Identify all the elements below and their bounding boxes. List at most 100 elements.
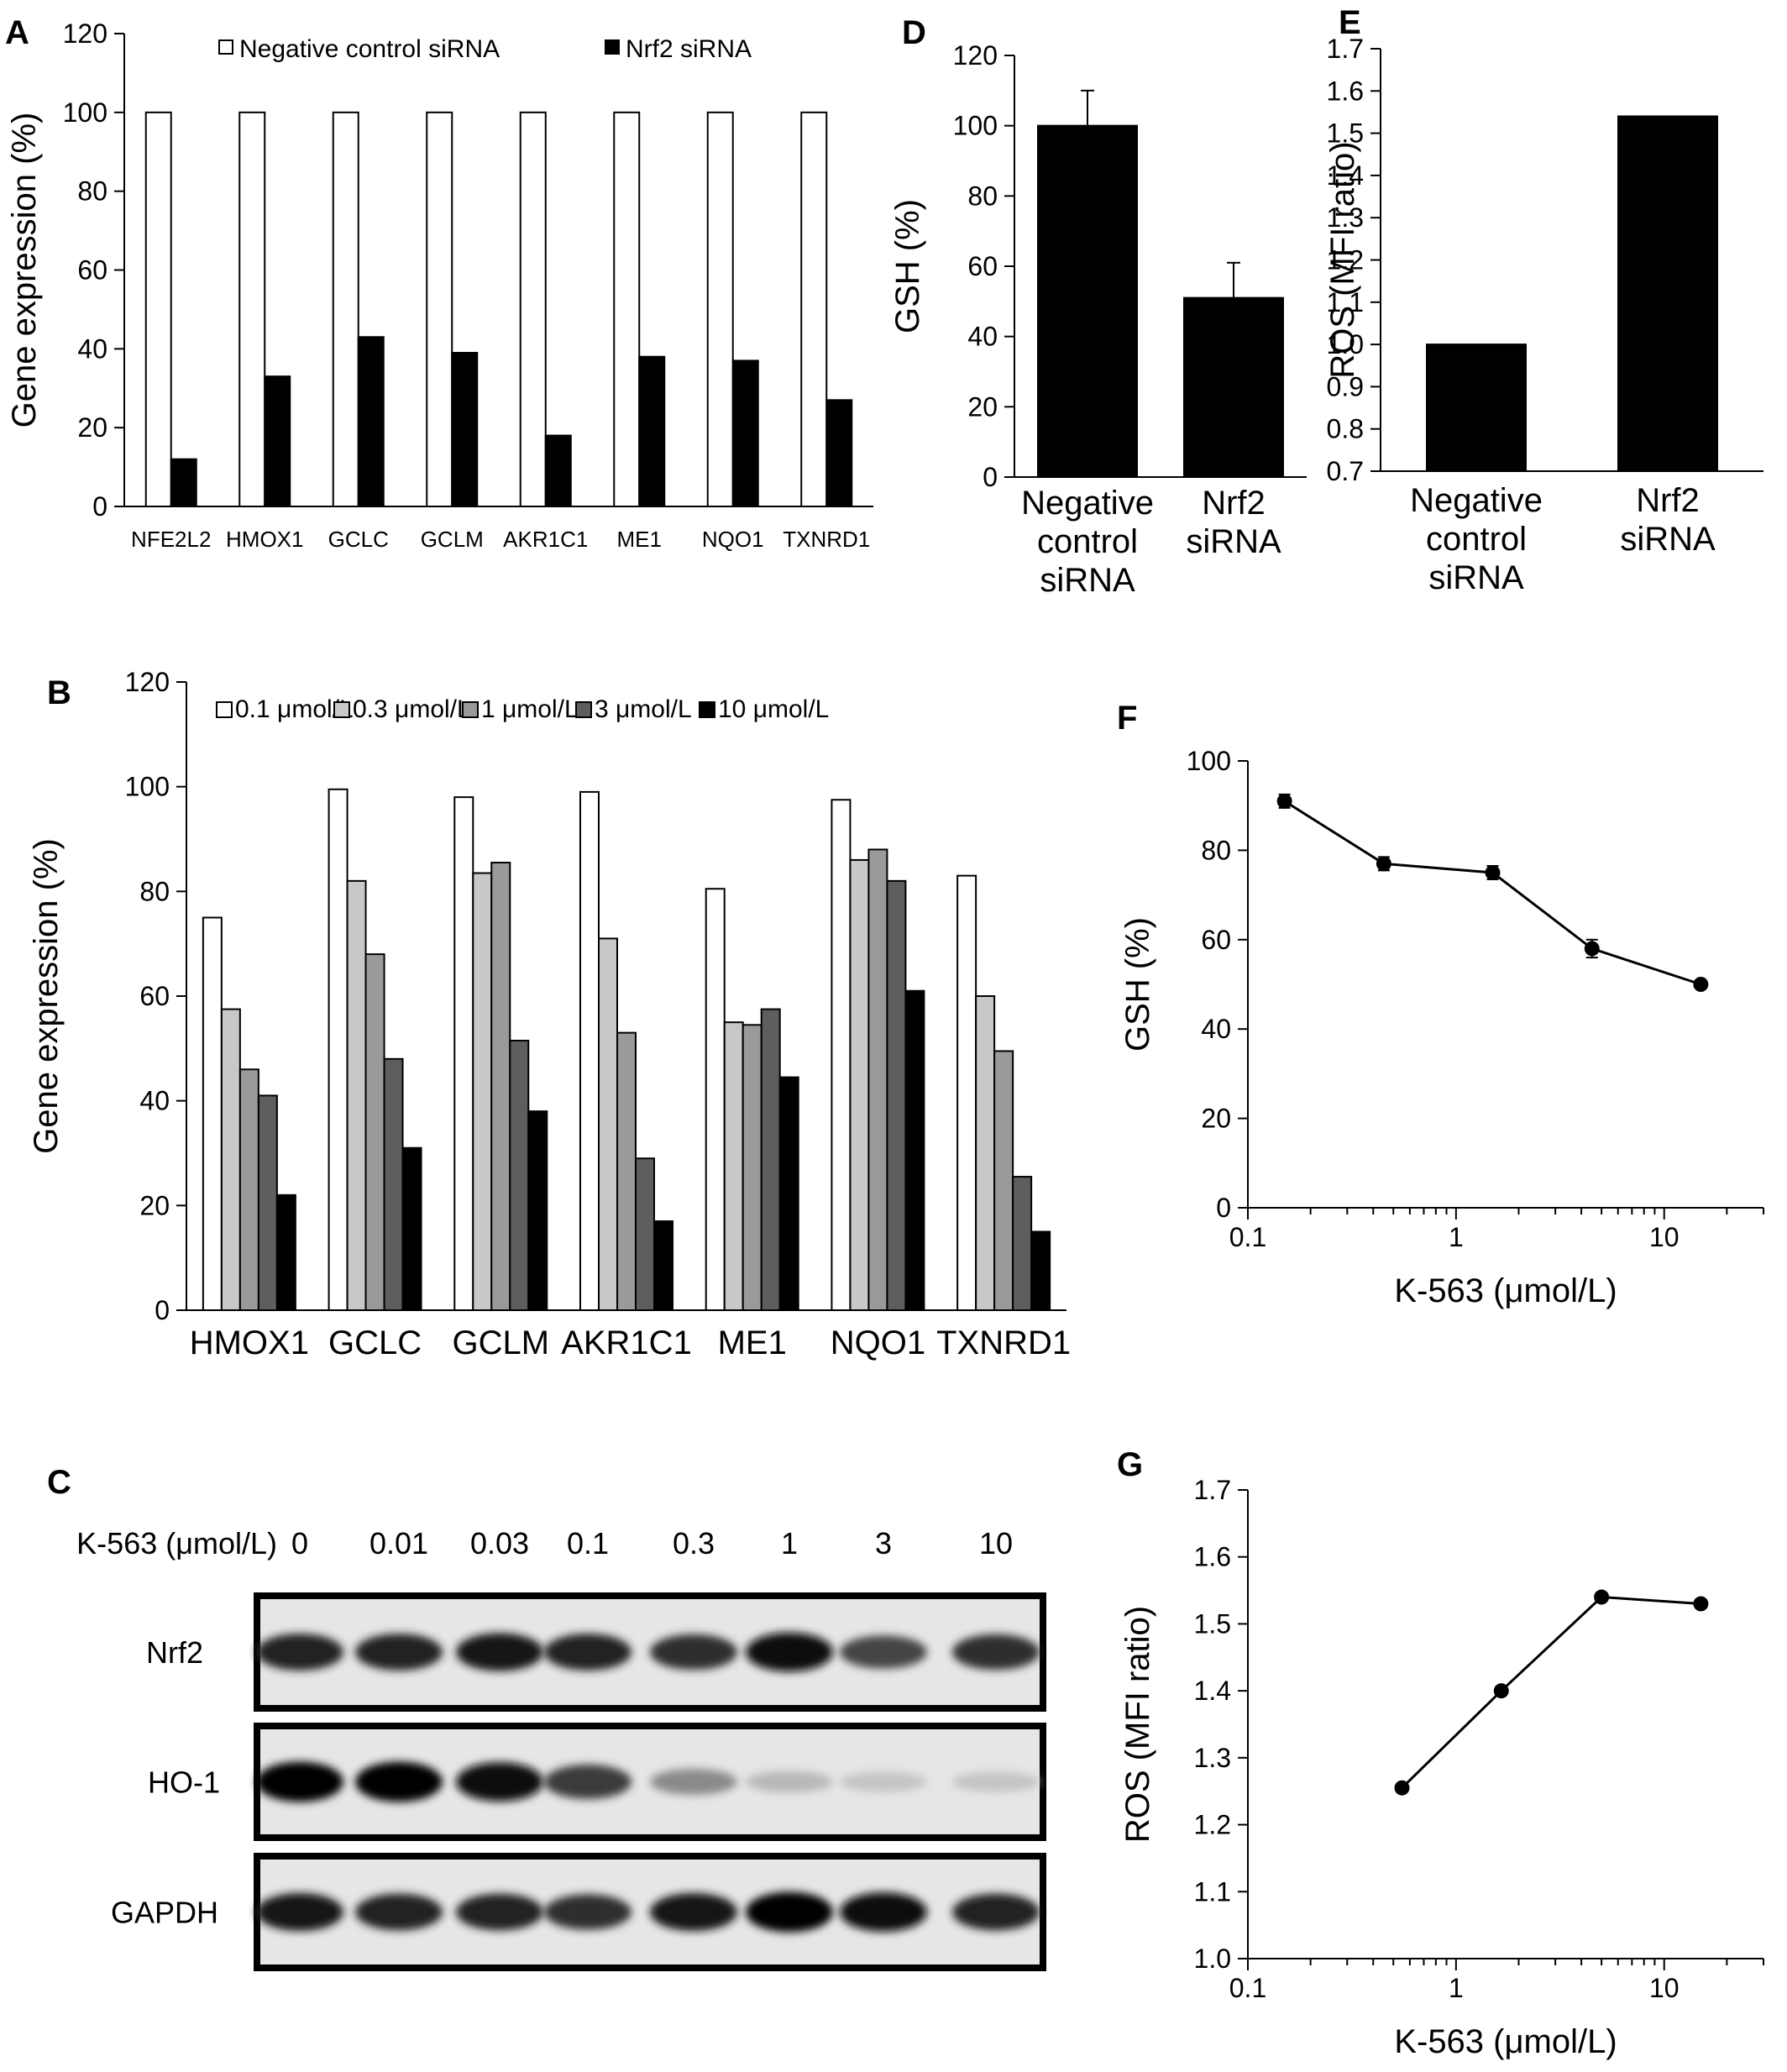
blot-row-label: Nrf2: [146, 1635, 203, 1670]
bar: [364, 953, 385, 1311]
blot-band: [746, 1632, 833, 1672]
y-tick-label: 1.3: [1194, 1743, 1231, 1773]
y-tick-label: 1.7: [1194, 1475, 1231, 1505]
bar: [904, 989, 925, 1312]
legend-swatch: [218, 39, 233, 55]
dose-header: K-563 (μmol/L): [76, 1526, 277, 1561]
legend-swatch: [699, 701, 715, 718]
bar: [472, 872, 493, 1312]
legend-label: 10 μmol/L: [718, 695, 829, 723]
data-point: [1276, 793, 1292, 809]
blot-band: [650, 1892, 737, 1932]
bar: [220, 1008, 241, 1312]
bar: [264, 375, 291, 507]
bar: [401, 1146, 422, 1312]
bar: [544, 434, 572, 507]
x-tick-label: ME1: [617, 527, 662, 552]
y-tick-label: 100: [1187, 746, 1231, 776]
x-tick-label: GCLM: [421, 527, 484, 552]
bar: [202, 916, 223, 1311]
bar: [1617, 115, 1718, 472]
y-tick-label: 60: [139, 981, 170, 1011]
blot-band: [456, 1893, 543, 1931]
bar: [275, 1193, 296, 1312]
y-tick-label: 1.1: [1194, 1876, 1231, 1907]
x-tick-label: 1: [1449, 1222, 1464, 1252]
panel-g-chart: 1.0 1.1 1.2 1.3 1.4 1.5 1.6 1.7 0.1 1 10 K-563 (μmo…: [1119, 1475, 1764, 2060]
bar: [328, 788, 348, 1311]
bar: [332, 111, 359, 507]
y-axis-title: ROS (MFI ratio): [1119, 1606, 1156, 1843]
blot-band: [840, 1892, 927, 1932]
y-tick-label: 1.5: [1194, 1608, 1231, 1639]
y-tick-label: 120: [63, 18, 107, 49]
blot-band: [746, 1891, 833, 1933]
x-tick-label: 0.1: [1229, 1222, 1266, 1252]
y-tick-label: 0.9: [1327, 371, 1364, 401]
legend-label: 0.3 μmol/L: [353, 695, 471, 723]
y-axis-title: Gene expression (%): [6, 113, 43, 428]
panel-a-chart: 0 20 40 60 80 100 120 Gene expression (%) NFE2L2…: [6, 18, 873, 552]
bar: [509, 1039, 530, 1311]
bar: [451, 352, 479, 507]
data-point: [1584, 941, 1600, 957]
bar: [742, 1024, 762, 1311]
blot-band: [840, 1771, 927, 1792]
y-tick-label: 60: [967, 251, 998, 281]
x-tick-label: TXNRD1: [936, 1325, 1071, 1361]
legend-swatch: [575, 701, 592, 718]
bar: [170, 458, 197, 508]
bar: [613, 111, 641, 507]
bar: [357, 336, 385, 507]
bar: [527, 1110, 548, 1311]
dose-label: 10: [979, 1526, 1013, 1561]
bar: [975, 995, 996, 1311]
bar: [778, 1076, 799, 1312]
y-tick-label: 1.6: [1327, 76, 1364, 106]
y-tick-label: 100: [953, 111, 998, 141]
bar: [653, 1220, 673, 1311]
x-tick-label: AKR1C1: [503, 527, 588, 552]
bar: [453, 796, 474, 1311]
x-tick-label: 0.1: [1229, 1973, 1266, 2003]
bar: [238, 1068, 259, 1312]
bar: [519, 111, 547, 507]
blot-band: [952, 1771, 1040, 1792]
blot-row-label: HO-1: [148, 1765, 220, 1800]
bar: [144, 111, 172, 507]
x-tick-label: NFE2L2: [131, 527, 211, 552]
x-tick-label: Nrf2: [1202, 485, 1266, 522]
y-axis-title: GSH (%): [889, 199, 926, 333]
bar: [257, 1094, 278, 1312]
x-tick-label: control: [1037, 523, 1138, 560]
x-tick-label: HMOX1: [226, 527, 303, 552]
bar: [825, 399, 853, 508]
bar: [238, 111, 266, 507]
y-tick-label: 40: [1201, 1014, 1231, 1044]
series-line: [1283, 800, 1701, 986]
y-tick-label: 40: [77, 333, 107, 364]
data-point: [1394, 1780, 1410, 1796]
y-tick-label: 80: [1201, 835, 1231, 865]
legend-label: 3 μmol/L: [595, 695, 692, 723]
y-tick-label: 120: [125, 667, 170, 697]
legend-label: Negative control siRNA: [239, 35, 500, 63]
legend-swatch: [216, 701, 233, 718]
bar: [638, 355, 666, 508]
bar: [705, 888, 726, 1311]
x-tick-label: siRNA: [1186, 523, 1281, 560]
x-tick-label: NQO1: [702, 527, 764, 552]
y-tick-label: 1.2: [1327, 245, 1364, 275]
bar: [426, 111, 453, 507]
panel-letter-b: B: [47, 674, 71, 711]
x-tick-label: control: [1426, 521, 1527, 558]
blot-row-label: GAPDH: [111, 1896, 218, 1930]
y-tick-label: 100: [63, 97, 107, 128]
data-point: [1485, 865, 1501, 880]
dose-label: 3: [875, 1526, 892, 1561]
x-tick-label: NQO1: [831, 1325, 925, 1361]
data-point: [1693, 1596, 1709, 1612]
x-tick-label: 1: [1449, 1973, 1464, 2003]
